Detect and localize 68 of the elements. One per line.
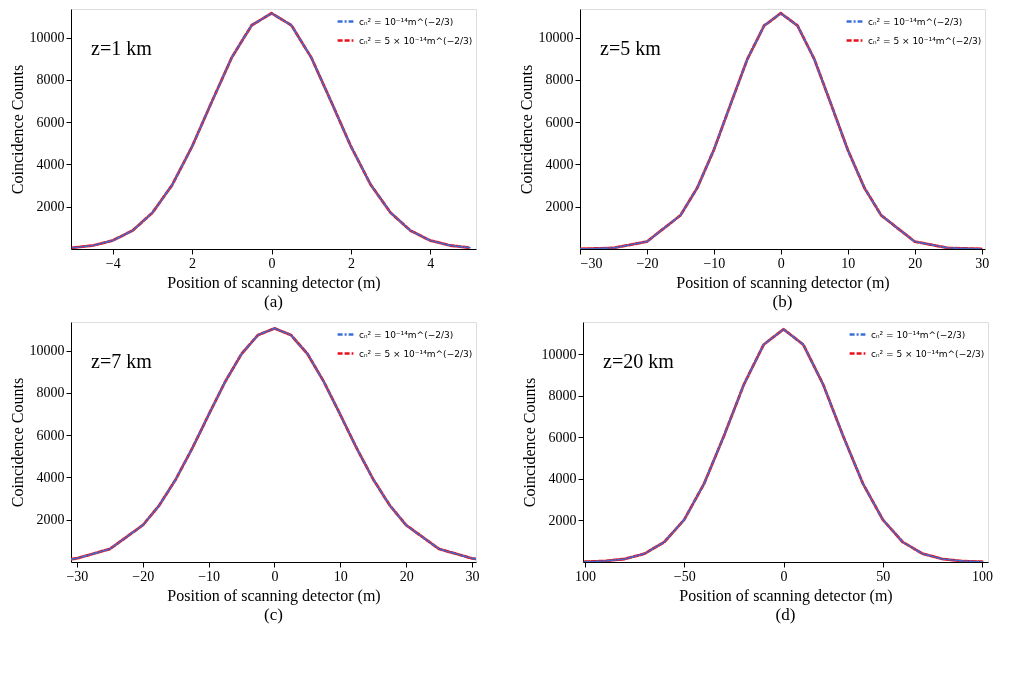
y-tick-label: 10000	[538, 30, 574, 46]
y-tick-label: 4000	[36, 156, 65, 172]
annotation: z=1 km	[91, 37, 153, 59]
y-tick-label: 10000	[29, 343, 65, 359]
annotation: z=20 km	[603, 350, 675, 372]
y-axis-title: Coincidence Counts	[8, 377, 26, 508]
y-axis-title: Coincidence Counts	[517, 64, 535, 195]
legend-label: cₙ² = 5 × 10⁻¹⁴m^(−2/3)	[871, 348, 985, 359]
x-tick-label: 4	[427, 255, 435, 271]
y-tick-label: 10000	[541, 346, 577, 362]
y-axis-title: Coincidence Counts	[8, 64, 26, 195]
x-tick-label: −20	[636, 255, 659, 271]
x-tick-label: −50	[673, 568, 696, 584]
x-tick-label: 100	[574, 568, 596, 584]
y-tick-label: 4000	[545, 156, 574, 172]
legend-label: cₙ² = 5 × 10⁻¹⁴m^(−2/3)	[868, 35, 982, 46]
x-tick-label: 0	[780, 568, 788, 584]
x-axis-title: Position of scanning detector (m)	[679, 586, 893, 605]
x-tick-label: −30	[580, 255, 603, 271]
y-tick-label: 6000	[545, 114, 574, 130]
x-tick-label: 2	[189, 255, 197, 271]
y-tick-label: 8000	[36, 385, 65, 401]
y-tick-label: 2000	[548, 512, 577, 528]
y-tick-label: 8000	[36, 72, 65, 88]
x-axis-title: Position of scanning detector (m)	[676, 273, 890, 292]
legend-label: cₙ² = 10⁻¹⁴m^(−2/3)	[871, 329, 966, 340]
y-tick-label: 6000	[36, 427, 65, 443]
x-tick-label: 20	[399, 568, 414, 584]
y-tick-label: 4000	[36, 469, 65, 485]
annotation: z=7 km	[91, 350, 153, 372]
x-tick-label: −30	[66, 568, 89, 584]
y-tick-label: 2000	[545, 199, 574, 215]
x-tick-label: 30	[465, 568, 480, 584]
y-tick-label: 8000	[545, 72, 574, 88]
y-tick-label: 2000	[36, 512, 65, 528]
y-tick-label: 10000	[29, 30, 65, 46]
legend-label: cₙ² = 5 × 10⁻¹⁴m^(−2/3)	[359, 35, 473, 46]
x-tick-label: 0	[777, 255, 785, 271]
text: (a)	[264, 292, 283, 311]
x-axis-title: Position of scanning detector (m)	[167, 273, 381, 292]
x-tick-label: 50	[876, 568, 891, 584]
x-tick-label: 20	[908, 255, 923, 271]
x-tick-label: 0	[271, 568, 279, 584]
y-tick-label: 4000	[548, 471, 577, 487]
y-tick-label: 2000	[36, 199, 65, 215]
text: (c)	[264, 605, 283, 624]
legend-label: cₙ² = 10⁻¹⁴m^(−2/3)	[868, 16, 963, 27]
legend-label: cₙ² = 10⁻¹⁴m^(−2/3)	[359, 329, 454, 340]
x-tick-label: 0	[268, 255, 276, 271]
x-tick-label: 100	[972, 568, 994, 584]
x-tick-label: −20	[132, 568, 155, 584]
x-tick-label: 10	[841, 255, 856, 271]
y-tick-label: 6000	[548, 429, 577, 445]
text: (d)	[775, 605, 796, 624]
x-axis-title: Position of scanning detector (m)	[167, 586, 381, 605]
x-tick-label: 10	[333, 568, 348, 584]
x-tick-label: 30	[975, 255, 990, 271]
annotation: z=5 km	[600, 37, 662, 59]
y-tick-label: 6000	[36, 114, 65, 130]
y-axis-title: Coincidence Counts	[520, 377, 538, 508]
legend-label: cₙ² = 5 × 10⁻¹⁴m^(−2/3)	[359, 348, 473, 359]
x-tick-label: −10	[703, 255, 726, 271]
legend-label: cₙ² = 10⁻¹⁴m^(−2/3)	[359, 16, 454, 27]
y-tick-label: 8000	[548, 388, 577, 404]
x-tick-label: −4	[105, 255, 121, 271]
x-tick-label: −10	[198, 568, 221, 584]
x-tick-label: 2	[347, 255, 355, 271]
text: (b)	[772, 292, 793, 311]
